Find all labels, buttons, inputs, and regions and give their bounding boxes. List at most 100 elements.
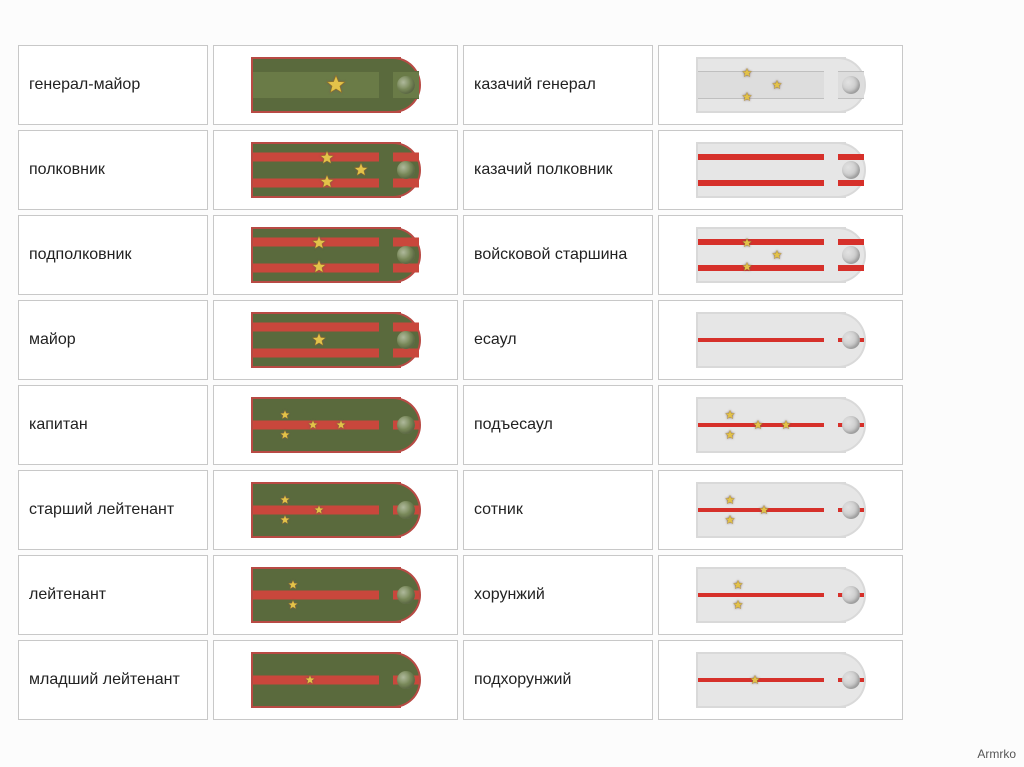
star-icon (279, 430, 290, 441)
star-icon (741, 67, 752, 78)
star-icon (772, 250, 783, 261)
star-icon (305, 675, 316, 686)
star-icon (753, 420, 764, 431)
army-epaulet (251, 652, 421, 708)
star-icon (279, 409, 290, 420)
cossack-epaulet-cell (658, 470, 903, 550)
epaulet-button (842, 501, 860, 519)
army-rank-label: лейтенант (18, 555, 208, 635)
epaulet-button (842, 671, 860, 689)
epaulet-button (842, 416, 860, 434)
army-epaulet-cell (213, 300, 458, 380)
star-icon (772, 80, 783, 91)
army-epaulet (251, 567, 421, 623)
cossack-rank-label: есаул (463, 300, 653, 380)
army-rank-label: полковник (18, 130, 208, 210)
star-icon (311, 259, 327, 275)
cossack-rank-label: войсковой старшина (463, 215, 653, 295)
star-icon (335, 420, 346, 431)
army-epaulet-cell (213, 555, 458, 635)
star-icon (311, 235, 327, 251)
epaulet-button (397, 416, 415, 434)
star-icon (313, 505, 324, 516)
cossack-epaulet-cell (658, 555, 903, 635)
rank-grid: генерал-майор казачий генерал полковник … (18, 45, 1006, 720)
cossack-epaulet (696, 397, 866, 453)
star-icon (733, 600, 744, 611)
star-icon (750, 675, 761, 686)
army-epaulet-cell (213, 470, 458, 550)
cossack-rank-label: подъесаул (463, 385, 653, 465)
star-icon (279, 515, 290, 526)
army-epaulet (251, 397, 421, 453)
epaulet-button (397, 501, 415, 519)
army-epaulet-cell (213, 640, 458, 720)
army-epaulet-cell (213, 45, 458, 125)
cossack-epaulet (696, 567, 866, 623)
army-rank-label: старший лейтенант (18, 470, 208, 550)
army-epaulet (251, 142, 421, 198)
epaulet-button (397, 586, 415, 604)
cossack-epaulet-cell (658, 130, 903, 210)
star-icon (724, 515, 735, 526)
epaulet-button (842, 586, 860, 604)
army-rank-label: майор (18, 300, 208, 380)
cossack-epaulet (696, 142, 866, 198)
star-icon (733, 579, 744, 590)
army-epaulet (251, 312, 421, 368)
star-icon (758, 505, 769, 516)
watermark: Armrko (977, 747, 1016, 761)
cossack-rank-label: казачий генерал (463, 45, 653, 125)
cossack-epaulet (696, 482, 866, 538)
epaulet-button (397, 76, 415, 94)
epaulet-button (397, 671, 415, 689)
star-icon (319, 150, 335, 166)
army-rank-label: подполковник (18, 215, 208, 295)
star-icon (741, 262, 752, 273)
star-icon (724, 430, 735, 441)
epaulet-button (842, 246, 860, 264)
army-epaulet (251, 227, 421, 283)
army-rank-label: младший лейтенант (18, 640, 208, 720)
star-icon (288, 600, 299, 611)
cossack-epaulet (696, 227, 866, 283)
star-icon (325, 74, 347, 96)
army-epaulet-cell (213, 215, 458, 295)
army-epaulet (251, 482, 421, 538)
epaulet-button (842, 76, 860, 94)
star-icon (311, 332, 327, 348)
army-rank-label: генерал-майор (18, 45, 208, 125)
star-icon (724, 494, 735, 505)
cossack-rank-label: подхорунжий (463, 640, 653, 720)
star-icon (319, 174, 335, 190)
star-icon (288, 579, 299, 590)
cossack-rank-label: хорунжий (463, 555, 653, 635)
rank-comparison-chart: генерал-майор казачий генерал полковник … (0, 0, 1024, 767)
epaulet-button (842, 161, 860, 179)
epaulet-button (397, 161, 415, 179)
cossack-epaulet (696, 312, 866, 368)
cossack-epaulet (696, 57, 866, 113)
epaulet-button (397, 246, 415, 264)
epaulet-button (842, 331, 860, 349)
star-icon (308, 420, 319, 431)
star-icon (353, 162, 369, 178)
cossack-epaulet-cell (658, 215, 903, 295)
army-rank-label: капитан (18, 385, 208, 465)
cossack-rank-label: сотник (463, 470, 653, 550)
cossack-epaulet (696, 652, 866, 708)
cossack-epaulet-cell (658, 640, 903, 720)
epaulet-button (397, 331, 415, 349)
star-icon (279, 494, 290, 505)
cossack-epaulet-cell (658, 300, 903, 380)
army-epaulet-cell (213, 130, 458, 210)
star-icon (780, 420, 791, 431)
star-icon (741, 237, 752, 248)
cossack-rank-label: казачий полковник (463, 130, 653, 210)
cossack-epaulet-cell (658, 385, 903, 465)
army-epaulet (251, 57, 421, 113)
cossack-epaulet-cell (658, 45, 903, 125)
army-epaulet-cell (213, 385, 458, 465)
star-icon (724, 409, 735, 420)
star-icon (741, 92, 752, 103)
